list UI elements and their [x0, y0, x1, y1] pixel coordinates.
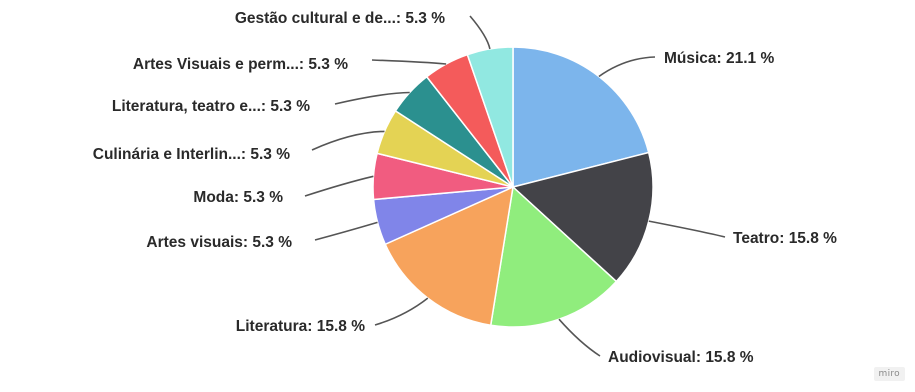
data-label-moda: Moda: 5.3 % — [193, 189, 283, 206]
data-label-audiovisual: Audiovisual: 15.8 % — [608, 349, 754, 366]
pie-slice-gestao-cultural-e-de — [466, 46, 514, 188]
label-connector-literatura-teatro-e — [334, 91, 410, 105]
pie-slice-literatura — [384, 185, 514, 327]
pie-slice-teatro — [511, 151, 654, 283]
data-label-musica: Música: 21.1 % — [664, 50, 774, 67]
label-connector-musica — [598, 56, 656, 78]
data-label-artes-visuais-e-perm: Artes Visuais e perm...: 5.3 % — [133, 56, 348, 73]
label-connector-audiovisual — [558, 318, 601, 357]
label-connector-gestao-cultural-e-de — [469, 15, 491, 50]
data-label-literatura: Literatura: 15.8 % — [236, 318, 365, 335]
data-label-culinaria-e-interlin: Culinária e Interlin...: 5.3 % — [93, 146, 290, 163]
pie-slice-musica — [512, 46, 650, 188]
label-connector-teatro — [648, 220, 726, 238]
data-label-gestao-cultural-e-de: Gestão cultural e de...: 5.3 % — [235, 10, 445, 27]
label-connector-moda — [304, 175, 374, 197]
label-connector-artes-visuais-e-perm — [371, 59, 447, 65]
miro-watermark: miro — [873, 367, 905, 381]
label-connector-literatura — [374, 297, 429, 326]
pie-slice-audiovisual — [489, 185, 618, 328]
data-label-literatura-teatro-e: Literatura, teatro e...: 5.3 % — [112, 98, 310, 115]
data-label-artes-visuais: Artes visuais: 5.3 % — [146, 234, 292, 251]
label-connector-artes-visuais — [314, 221, 378, 241]
data-label-teatro: Teatro: 15.8 % — [733, 230, 837, 247]
label-connector-culinaria-e-interlin — [311, 130, 385, 151]
